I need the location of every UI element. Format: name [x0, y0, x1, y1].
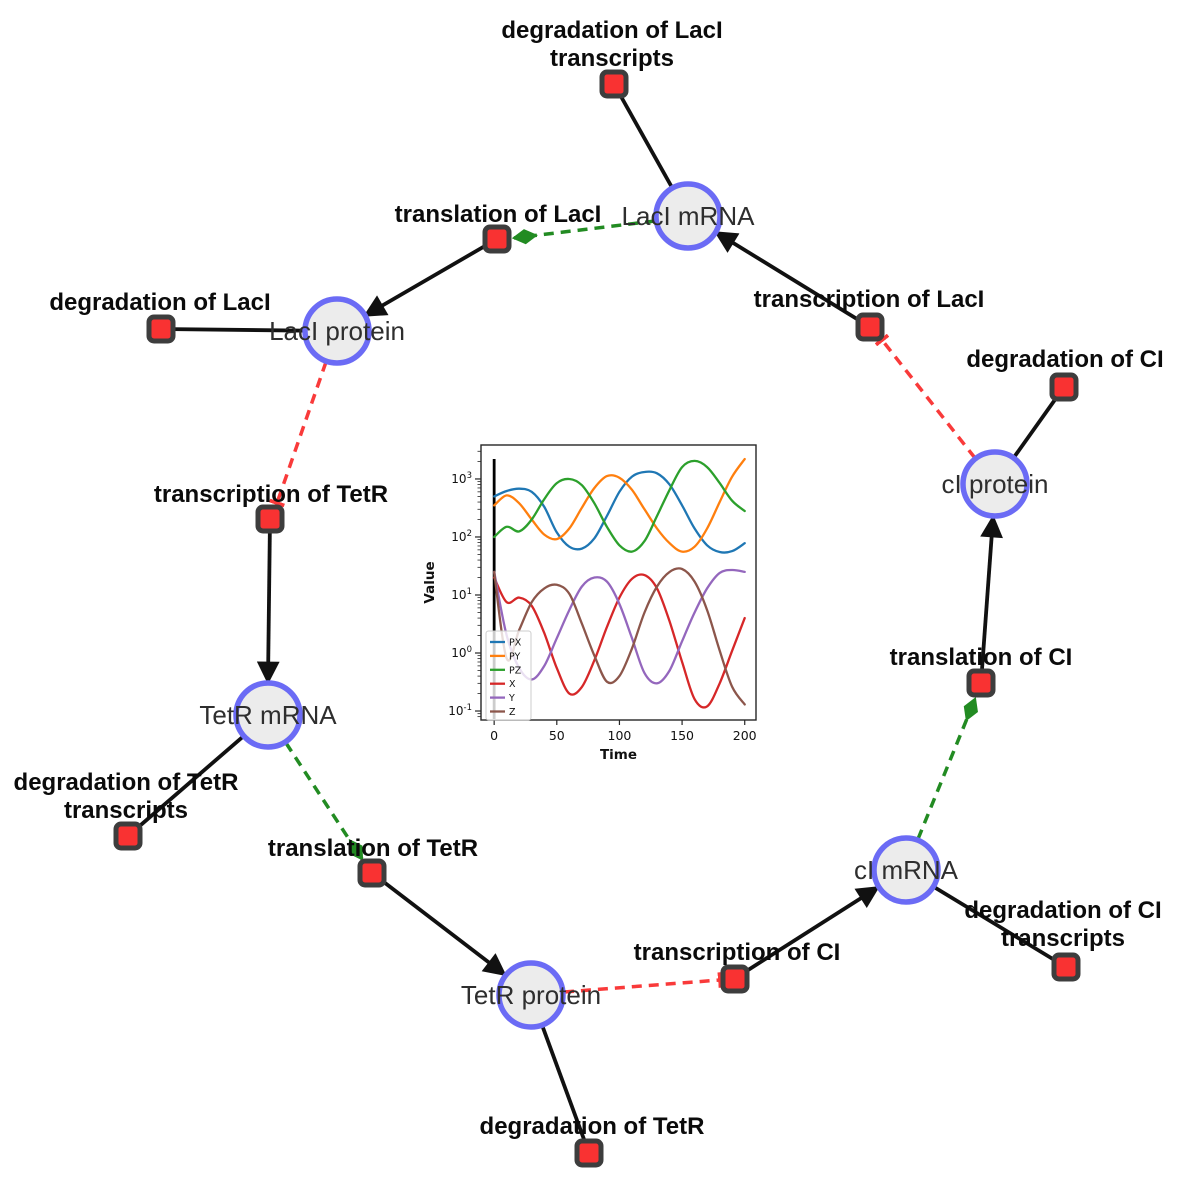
- reaction-node-deg-ci[interactable]: degradation of CI: [966, 346, 1164, 402]
- species-circle-tetr-protein[interactable]: [496, 960, 566, 1030]
- species-node-tetr-mrna[interactable]: TetR mRNA: [199, 680, 337, 750]
- species-circle-laci-mrna[interactable]: [653, 181, 723, 251]
- chart-legend-label-PY: PY: [509, 651, 521, 662]
- edge-translation-laci-to-laciprotein: [363, 237, 498, 317]
- reaction-label-transcription-tetr: transcription of TetR: [154, 481, 388, 508]
- edge-translation-tetr-to-tetrprotein: [370, 871, 507, 977]
- reaction-square-deg-tetr[interactable]: [574, 1138, 604, 1168]
- reaction-square-deg-laci-transcripts[interactable]: [599, 69, 629, 99]
- reaction-square-deg-ci-transcripts[interactable]: [1051, 952, 1081, 982]
- reaction-square-translation-ci[interactable]: [966, 668, 996, 698]
- reaction-square-translation-tetr[interactable]: [357, 858, 387, 888]
- edge-modifier-tetrmrna-to-translation: [284, 742, 364, 861]
- reaction-square-transcription-tetr[interactable]: [255, 504, 285, 534]
- reaction-node-deg-tetr-transcripts[interactable]: degradation of TetR transcripts: [14, 769, 239, 851]
- reaction-label-deg-ci-transcripts-line2: transcripts: [1001, 925, 1125, 952]
- edge-inhibition-tetrprotein-to-transcription-ci: [563, 972, 723, 994]
- chart-curve-PZ: [493, 459, 746, 553]
- reaction-node-deg-tetr[interactable]: degradation of TetR: [480, 1113, 705, 1168]
- reaction-node-transcription-laci[interactable]: transcription of LacI: [754, 286, 985, 342]
- species-circle-laci-protein[interactable]: [302, 296, 372, 366]
- species-label-tetr-protein: TetR protein: [461, 980, 601, 1010]
- species-node-laci-mrna[interactable]: LacI mRNA: [622, 181, 756, 251]
- chart-x-tick-label: 50: [549, 728, 565, 743]
- chart-y-tick-label: 100: [451, 645, 472, 660]
- reaction-node-transcription-ci[interactable]: transcription of CI: [634, 939, 841, 994]
- reaction-label-deg-laci-transcripts-line2: transcripts: [550, 45, 674, 72]
- chart-x-tick-label: 200: [733, 728, 757, 743]
- reaction-node-deg-ci-transcripts[interactable]: degradation of CI transcripts: [964, 897, 1162, 982]
- species-node-ci-protein[interactable]: cI protein: [942, 449, 1049, 519]
- chart-axes-box: [480, 444, 757, 721]
- species-circle-ci-protein[interactable]: [960, 449, 1030, 519]
- chart-legend-label-PZ: PZ: [509, 665, 522, 676]
- reaction-label-deg-tetr: degradation of TetR: [480, 1113, 705, 1140]
- reaction-node-deg-laci[interactable]: degradation of LacI: [49, 289, 271, 344]
- reaction-square-transcription-laci[interactable]: [855, 312, 885, 342]
- species-label-tetr-mrna: TetR mRNA: [199, 700, 337, 730]
- species-circle-tetr-mrna[interactable]: [233, 680, 303, 750]
- chart-legend-label-PX: PX: [509, 638, 522, 649]
- edge-inhibition-laciprotein-to-transcription-tetr: [269, 361, 328, 508]
- network-edges: [126, 83, 1067, 1154]
- reaction-label-deg-laci: degradation of LacI: [49, 289, 270, 316]
- reaction-label-translation-tetr: translation of TetR: [268, 835, 478, 862]
- edge-translation-ci-to-ciprotein: [979, 514, 1003, 684]
- reaction-label-translation-ci: translation of CI: [890, 644, 1073, 671]
- reaction-node-translation-laci[interactable]: translation of LacI: [395, 201, 602, 254]
- reaction-square-transcription-ci[interactable]: [720, 964, 750, 994]
- species-node-laci-protein[interactable]: LacI protein: [269, 296, 405, 366]
- species-label-ci-mrna: cI mRNA: [854, 855, 959, 885]
- chart-curve-Y: [493, 568, 746, 685]
- chart-y-tick-label: 103: [451, 471, 472, 486]
- reaction-square-deg-tetr-transcripts[interactable]: [113, 821, 143, 851]
- inset-timecourse-chart: 0 50 100 150 200 10-1 100 101 102 103 Time Value PX P…: [422, 444, 757, 763]
- reaction-node-deg-laci-transcripts[interactable]: degradation of LacI transcripts: [501, 17, 723, 99]
- chart-xlabel: Time: [600, 747, 637, 763]
- reaction-square-deg-laci[interactable]: [146, 314, 176, 344]
- chart-ylabel: Value: [422, 561, 438, 603]
- edge-inhibition-ciprotein-to-transcription-laci: [874, 333, 977, 460]
- reaction-label-deg-tetr-transcripts-line2: transcripts: [64, 797, 188, 824]
- reaction-node-transcription-tetr[interactable]: transcription of TetR: [154, 481, 388, 534]
- chart-curve-PX: [493, 470, 746, 554]
- chart-y-tick-label: 101: [451, 587, 472, 602]
- reaction-label-deg-tetr-transcripts-line1: degradation of TetR: [14, 769, 239, 796]
- chart-y-tick-label: 10-1: [448, 703, 472, 718]
- species-circle-ci-mrna[interactable]: [871, 835, 941, 905]
- reaction-label-transcription-laci: transcription of LacI: [754, 286, 985, 313]
- reaction-nodes: degradation of LacI transcripts translat…: [14, 17, 1164, 1168]
- chart-y-tick-label: 102: [451, 529, 472, 544]
- reaction-label-deg-ci-transcripts-line1: degradation of CI: [964, 897, 1161, 924]
- edge-transcription-ci-to-cimrna: [732, 886, 880, 981]
- reaction-label-deg-ci: degradation of CI: [966, 346, 1163, 373]
- species-node-ci-mrna[interactable]: cI mRNA: [854, 835, 959, 905]
- species-label-ci-protein: cI protein: [942, 469, 1049, 499]
- edge-transcription-tetr-to-tetrmrna: [256, 518, 280, 685]
- chart-x-tick-label: 100: [608, 728, 632, 743]
- chart-curve-PY: [493, 457, 746, 553]
- chart-legend-label-Z: Z: [509, 707, 516, 718]
- chart-curve-X: [493, 573, 746, 709]
- edge-transcription-laci-to-lacimrna: [714, 231, 871, 329]
- chart-legend-label-X: X: [509, 679, 516, 690]
- species-node-tetr-protein[interactable]: TetR protein: [461, 960, 601, 1030]
- chart-x-tick-label: 150: [670, 728, 694, 743]
- reaction-square-translation-laci[interactable]: [482, 224, 512, 254]
- chart-x-tick-label: 0: [490, 728, 498, 743]
- chart-legend-label-Y: Y: [508, 693, 515, 704]
- reaction-node-translation-tetr[interactable]: translation of TetR: [268, 835, 478, 888]
- edge-modifier-lacimrna-to-translation: [511, 219, 656, 245]
- species-label-laci-mrna: LacI mRNA: [622, 201, 756, 231]
- reaction-label-transcription-ci: transcription of CI: [634, 939, 841, 966]
- reaction-square-deg-ci[interactable]: [1049, 372, 1079, 402]
- chart-curve-Z: [493, 567, 746, 706]
- species-label-laci-protein: LacI protein: [269, 316, 405, 346]
- reaction-label-deg-laci-transcripts-line1: degradation of LacI: [501, 17, 722, 44]
- reaction-node-translation-ci[interactable]: translation of CI: [890, 644, 1073, 698]
- reaction-label-translation-laci: translation of LacI: [395, 201, 602, 228]
- species-nodes: LacI mRNA LacI protein TetR mRNA TetR pr…: [199, 181, 1049, 1030]
- edge-modifier-cimrna-to-translation: [916, 696, 978, 840]
